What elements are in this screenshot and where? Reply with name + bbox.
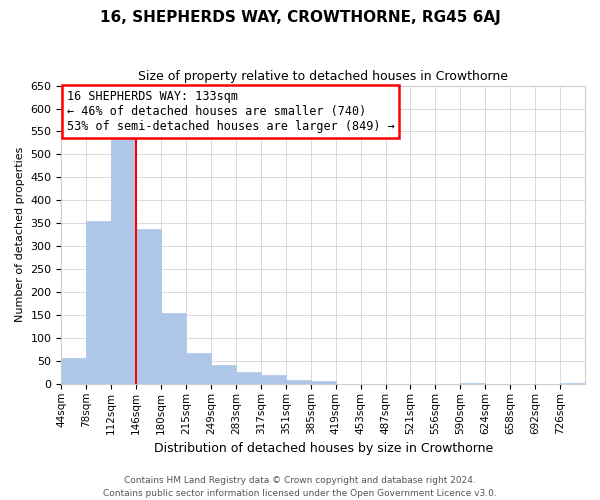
- Title: Size of property relative to detached houses in Crowthorne: Size of property relative to detached ho…: [138, 70, 508, 83]
- Text: Contains HM Land Registry data © Crown copyright and database right 2024.
Contai: Contains HM Land Registry data © Crown c…: [103, 476, 497, 498]
- Bar: [61, 358, 86, 384]
- Bar: [86, 221, 111, 384]
- Bar: [311, 380, 335, 384]
- Bar: [286, 380, 311, 384]
- Bar: [236, 372, 261, 384]
- Bar: [111, 134, 136, 384]
- Bar: [136, 229, 161, 384]
- Bar: [261, 374, 286, 384]
- Y-axis label: Number of detached properties: Number of detached properties: [15, 147, 25, 322]
- Bar: [560, 382, 585, 384]
- Bar: [161, 313, 186, 384]
- Bar: [211, 364, 236, 384]
- Text: 16 SHEPHERDS WAY: 133sqm
← 46% of detached houses are smaller (740)
53% of semi-: 16 SHEPHERDS WAY: 133sqm ← 46% of detach…: [67, 90, 394, 133]
- Text: 16, SHEPHERDS WAY, CROWTHORNE, RG45 6AJ: 16, SHEPHERDS WAY, CROWTHORNE, RG45 6AJ: [100, 10, 500, 25]
- Bar: [186, 352, 211, 384]
- Bar: [460, 382, 485, 384]
- X-axis label: Distribution of detached houses by size in Crowthorne: Distribution of detached houses by size …: [154, 442, 493, 455]
